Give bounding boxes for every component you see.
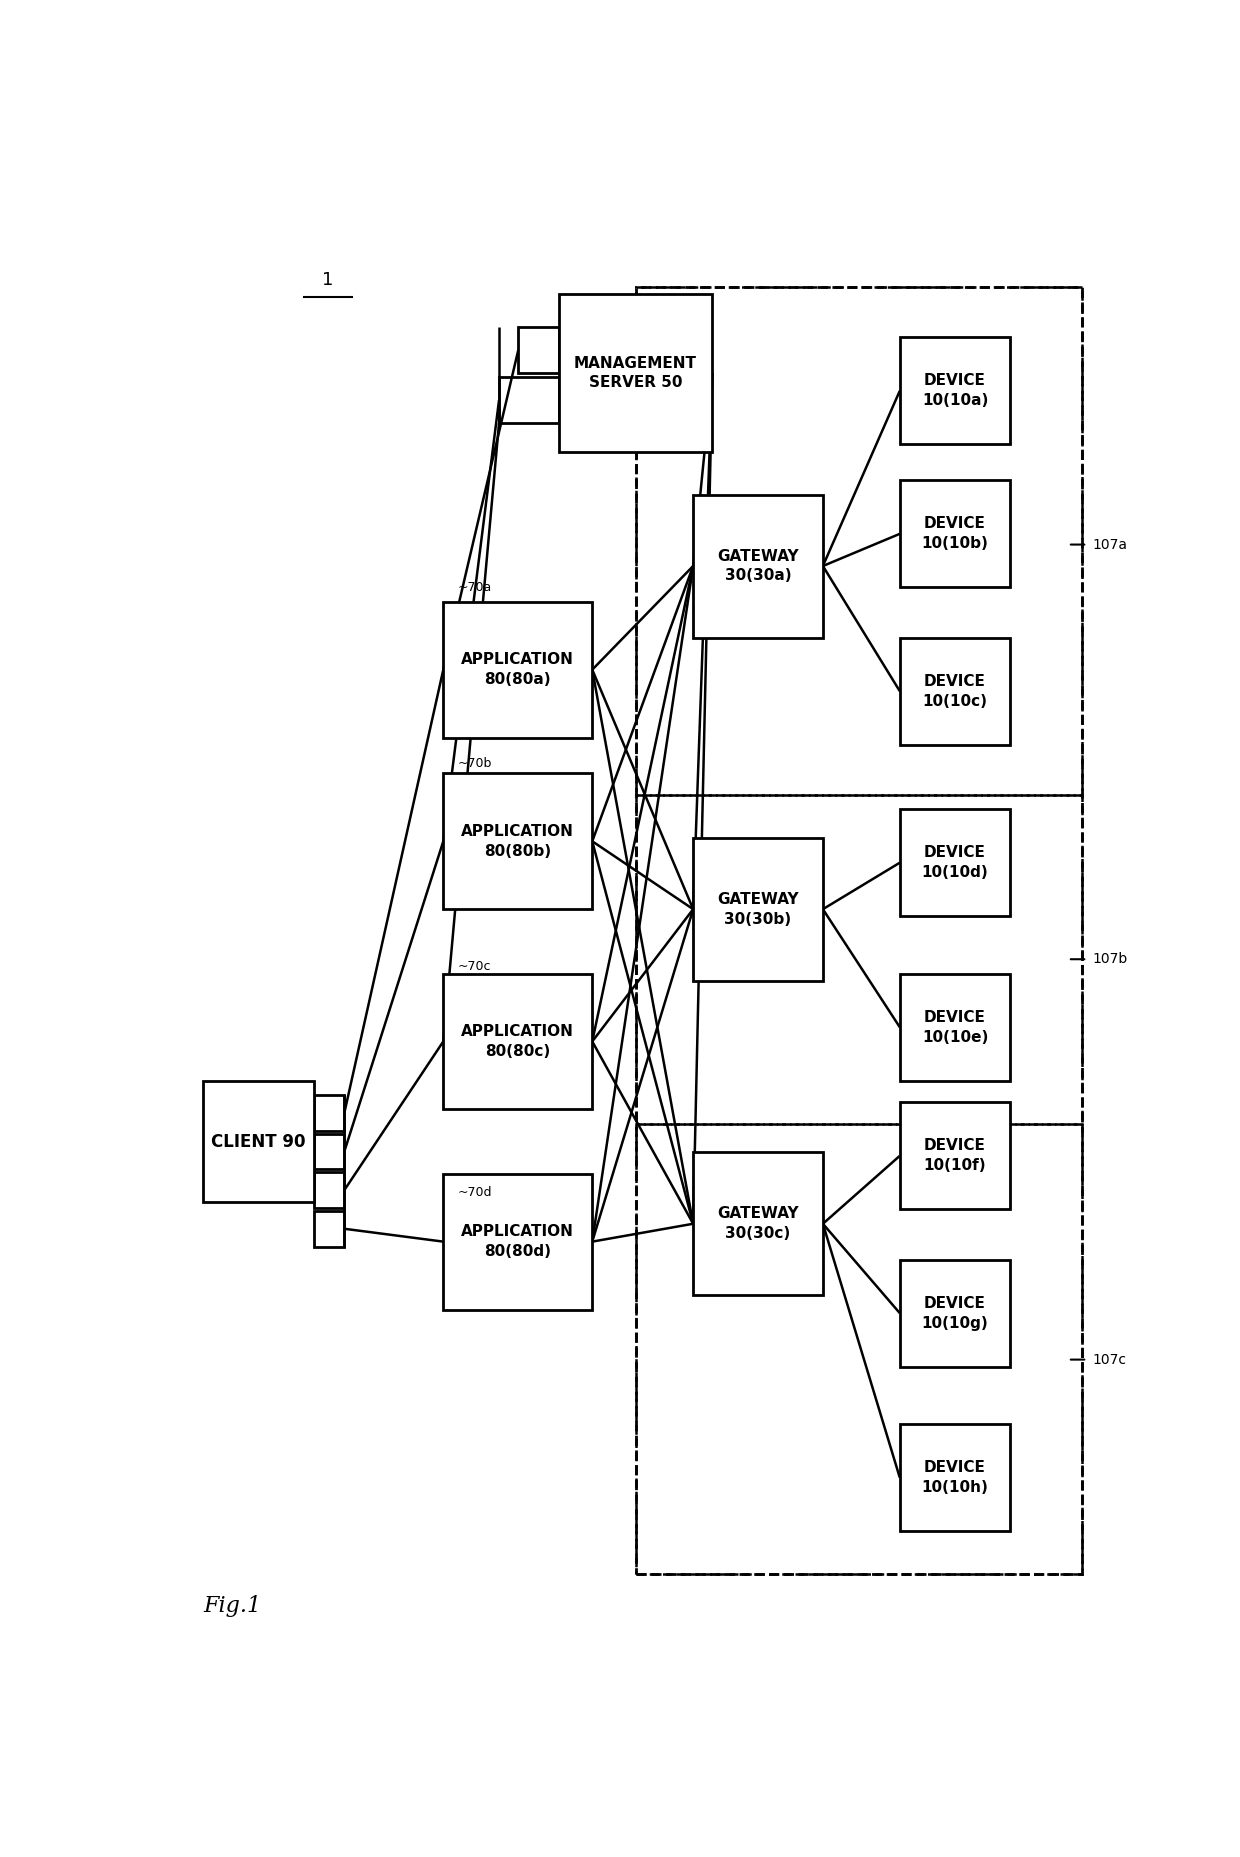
- FancyBboxPatch shape: [444, 1174, 593, 1309]
- FancyBboxPatch shape: [693, 838, 823, 980]
- Text: DEVICE
10(10h): DEVICE 10(10h): [921, 1460, 988, 1495]
- FancyBboxPatch shape: [693, 494, 823, 637]
- FancyBboxPatch shape: [518, 327, 558, 373]
- Text: DEVICE
10(10g): DEVICE 10(10g): [921, 1296, 988, 1330]
- Text: DEVICE
10(10f): DEVICE 10(10f): [924, 1138, 986, 1174]
- Text: 1: 1: [322, 271, 334, 290]
- Text: APPLICATION
80(80b): APPLICATION 80(80b): [461, 825, 574, 858]
- Text: DEVICE
10(10c): DEVICE 10(10c): [923, 674, 987, 709]
- FancyBboxPatch shape: [900, 637, 1011, 745]
- Text: APPLICATION
80(80c): APPLICATION 80(80c): [461, 1023, 574, 1058]
- Text: DEVICE
10(10a): DEVICE 10(10a): [921, 373, 988, 409]
- Text: DEVICE
10(10e): DEVICE 10(10e): [921, 1010, 988, 1044]
- FancyBboxPatch shape: [314, 1211, 345, 1246]
- Text: ~70a: ~70a: [458, 581, 492, 594]
- FancyBboxPatch shape: [900, 338, 1011, 444]
- Text: 107a: 107a: [1092, 537, 1127, 552]
- FancyBboxPatch shape: [203, 1081, 314, 1201]
- FancyBboxPatch shape: [900, 810, 1011, 916]
- Text: CLIENT 90: CLIENT 90: [211, 1133, 305, 1151]
- Text: DEVICE
10(10b): DEVICE 10(10b): [921, 516, 988, 552]
- Text: MANAGEMENT
SERVER 50: MANAGEMENT SERVER 50: [574, 355, 697, 390]
- FancyBboxPatch shape: [498, 377, 558, 423]
- FancyBboxPatch shape: [314, 1133, 345, 1170]
- Text: ~70b: ~70b: [458, 758, 492, 771]
- FancyBboxPatch shape: [444, 602, 593, 737]
- Text: GATEWAY
30(30a): GATEWAY 30(30a): [717, 548, 799, 583]
- FancyBboxPatch shape: [558, 293, 712, 451]
- Text: 107b: 107b: [1092, 953, 1127, 966]
- FancyBboxPatch shape: [900, 1259, 1011, 1367]
- FancyBboxPatch shape: [314, 1096, 345, 1131]
- FancyBboxPatch shape: [314, 1172, 345, 1209]
- FancyBboxPatch shape: [900, 973, 1011, 1081]
- Text: 107c: 107c: [1092, 1352, 1126, 1367]
- Text: DEVICE
10(10d): DEVICE 10(10d): [921, 845, 988, 880]
- FancyBboxPatch shape: [900, 1103, 1011, 1209]
- Text: APPLICATION
80(80a): APPLICATION 80(80a): [461, 652, 574, 687]
- Text: Fig.1: Fig.1: [203, 1595, 262, 1617]
- FancyBboxPatch shape: [900, 1424, 1011, 1532]
- FancyBboxPatch shape: [693, 1151, 823, 1296]
- FancyBboxPatch shape: [900, 481, 1011, 587]
- FancyBboxPatch shape: [444, 973, 593, 1109]
- Text: ~70c: ~70c: [458, 960, 491, 973]
- FancyBboxPatch shape: [444, 773, 593, 910]
- Text: APPLICATION
80(80d): APPLICATION 80(80d): [461, 1224, 574, 1259]
- Text: GATEWAY
30(30c): GATEWAY 30(30c): [717, 1207, 799, 1240]
- Text: GATEWAY
30(30b): GATEWAY 30(30b): [717, 891, 799, 927]
- Text: ~70d: ~70d: [458, 1187, 492, 1200]
